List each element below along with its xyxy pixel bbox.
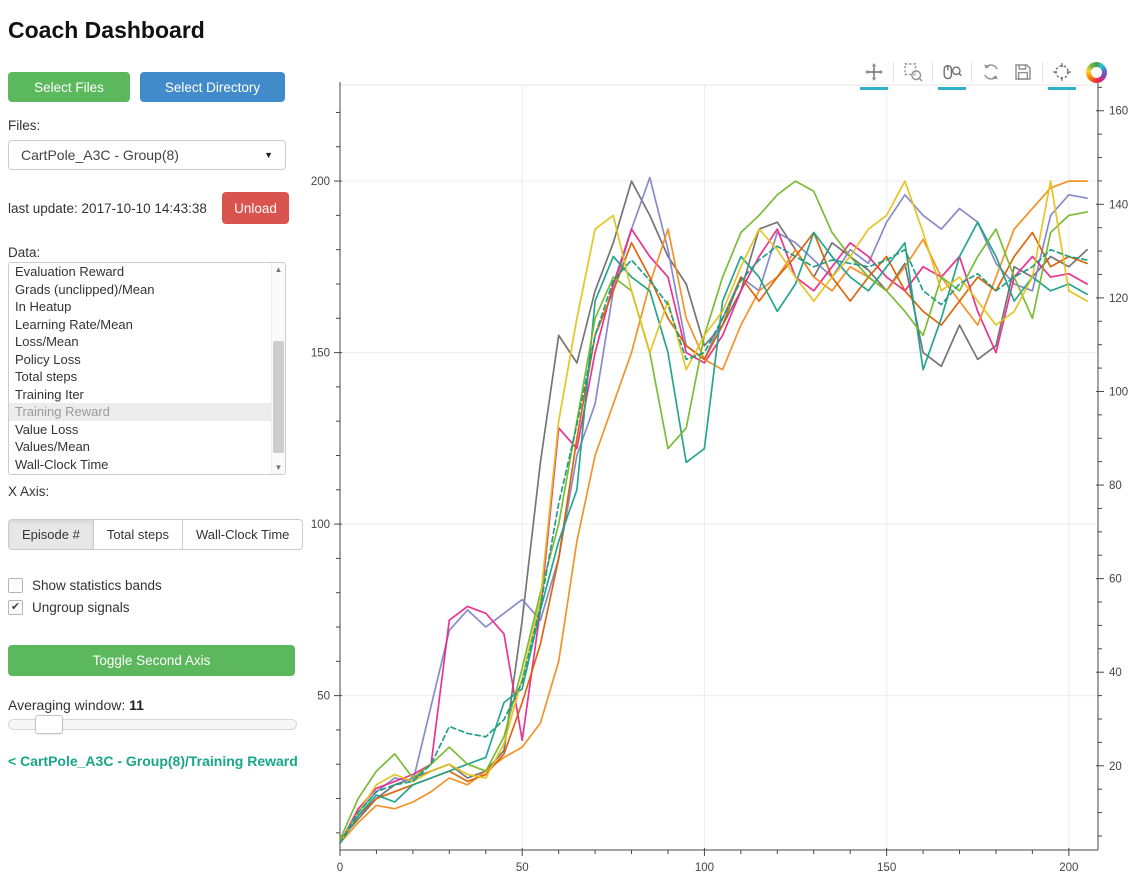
files-dropdown[interactable]: CartPole_A3C - Group(8) ▼ [8, 140, 286, 170]
tab-episode-[interactable]: Episode # [8, 519, 94, 550]
toolbar-separator [1042, 62, 1043, 82]
series-worker-2 [339, 228, 1088, 844]
x-axis-label: X Axis: [8, 484, 50, 499]
list-item[interactable]: Training Reward [9, 403, 285, 421]
list-item[interactable]: Learning Rate/Mean [15, 316, 133, 332]
page-title: Coach Dashboard [8, 17, 205, 44]
select-directory-button[interactable]: Select Directory [140, 72, 285, 102]
list-item[interactable]: Policy Loss [15, 351, 81, 367]
tick-label: 50 [516, 862, 529, 874]
series-worker-1 [339, 176, 1088, 844]
list-item[interactable]: Total steps [15, 369, 78, 384]
box-zoom-tool-icon[interactable] [902, 61, 924, 83]
bokeh-logo-icon[interactable] [1086, 61, 1107, 83]
bokeh-toolbar [858, 55, 1107, 90]
tick-label: 100 [695, 862, 714, 874]
checkbox-checked-icon[interactable]: ✔ [8, 599, 23, 615]
averaging-window-label: Averaging window: 11 [8, 697, 144, 713]
tick-label: 80 [1109, 480, 1122, 492]
list-item[interactable]: Values/Mean [15, 439, 90, 454]
data-signal-items: Evaluation Reward Grads (unclipped)/Mean I… [9, 263, 285, 473]
tick-label: 200 [1059, 862, 1078, 874]
list-item[interactable]: Loss/Mean [15, 334, 79, 349]
tick-label: 100 [311, 519, 330, 531]
slider-thumb[interactable] [35, 715, 63, 734]
scroll-down-icon[interactable]: ▼ [274, 463, 283, 472]
scrollbar[interactable]: ▲ ▼ [271, 263, 285, 474]
tick-label: 0 [337, 862, 343, 874]
scroll-up-icon[interactable]: ▲ [274, 265, 283, 274]
tick-label: 150 [311, 348, 330, 360]
tick-label: 120 [1109, 293, 1128, 305]
checkbox-label: Ungroup signals [32, 599, 130, 615]
crosshair-tool-icon[interactable] [1048, 61, 1076, 90]
x-axis-tab-group: Episode # Total steps Wall-Clock Time [8, 519, 304, 550]
tick-label: 140 [1109, 199, 1128, 211]
toolbar-separator [932, 62, 933, 82]
sidebar: Select Files Select Directory Files: Car… [8, 0, 308, 881]
series-worker-5 [339, 221, 1088, 844]
averaging-window-value: 11 [129, 697, 144, 713]
chart-area: 0 50 100 150 200 50 100 150 200 20 40 60 80 100 120 140… [290, 0, 1142, 881]
signal-breadcrumb-link[interactable]: < CartPole_A3C - Group(8)/Training Rewar… [8, 753, 298, 769]
averaging-window-slider[interactable] [8, 715, 297, 734]
toolbar-separator [971, 62, 972, 82]
series-worker-3 [339, 180, 1088, 844]
tab-total-steps[interactable]: Total steps [92, 519, 183, 550]
checkbox-label: Show statistics bands [32, 577, 162, 593]
toggle-second-axis-button[interactable]: Toggle Second Axis [8, 645, 295, 676]
pan-tool-icon[interactable] [860, 61, 888, 90]
tick-label: 150 [877, 862, 896, 874]
last-update-text: last update: 2017-10-10 14:43:38 [8, 201, 207, 216]
tick-label: 200 [311, 176, 330, 188]
tick-label: 160 [1109, 106, 1128, 118]
list-item[interactable]: Training Iter [15, 386, 84, 402]
tick-label: 20 [1109, 761, 1122, 773]
data-label: Data: [8, 245, 41, 260]
list-item[interactable]: Value Loss [15, 421, 79, 437]
checkbox-row[interactable]: ✔ Ungroup signals [8, 596, 162, 618]
files-label: Files: [8, 118, 41, 133]
list-item[interactable]: Evaluation Reward [15, 264, 125, 279]
tick-label: 50 [317, 691, 330, 703]
tick-label: 60 [1109, 574, 1122, 586]
list-item[interactable]: Grads (unclipped)/Mean [15, 281, 155, 297]
list-item[interactable]: In Heatup [15, 299, 72, 314]
checkbox-unchecked-icon[interactable] [8, 577, 23, 593]
save-tool-icon[interactable] [1012, 61, 1034, 83]
data-signal-list[interactable]: Evaluation Reward Grads (unclipped)/Mean I… [8, 262, 286, 475]
toolbar-separator [893, 62, 894, 82]
reset-tool-icon[interactable] [980, 61, 1002, 83]
series-worker-7 [339, 180, 1088, 844]
select-files-button[interactable]: Select Files [8, 72, 130, 102]
files-dropdown-value: CartPole_A3C - Group(8) [21, 147, 179, 163]
tick-label: 100 [1109, 386, 1128, 398]
plot-canvas[interactable] [340, 85, 1098, 850]
series-worker-4 [339, 231, 1088, 844]
options-checkboxes: Show statistics bands ✔ Ungroup signals [8, 574, 162, 618]
tick-label: 40 [1109, 667, 1122, 679]
checkbox-row[interactable]: Show statistics bands [8, 574, 162, 596]
training-reward-plot[interactable]: 0 50 100 150 200 50 100 150 200 20 40 60 80 100 120 140… [290, 0, 1142, 881]
scrollbar-thumb[interactable] [273, 341, 284, 453]
list-item[interactable]: Wall-Clock Time [15, 456, 109, 472]
unload-button[interactable]: Unload [222, 192, 289, 224]
chevron-down-icon: ▼ [264, 150, 273, 160]
wheel-zoom-tool-icon[interactable] [938, 61, 966, 90]
tab-wall-clock-time[interactable]: Wall-Clock Time [181, 519, 304, 550]
series-worker-6 [339, 180, 1088, 841]
series-group-mean [339, 245, 1088, 844]
